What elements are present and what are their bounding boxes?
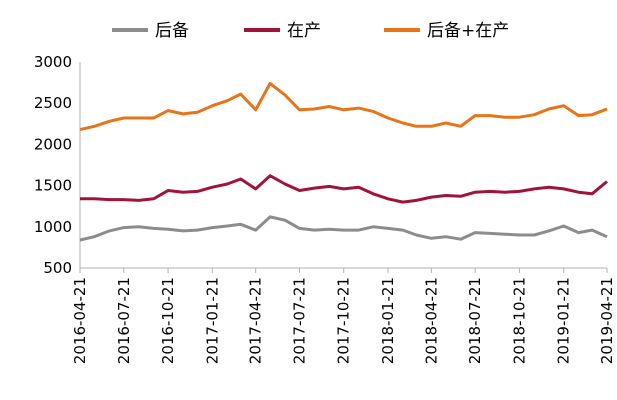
y-tick-label: 3000 (34, 53, 72, 71)
x-tick-label: 2017-07-21 (290, 277, 308, 364)
y-tick-label: 1000 (34, 218, 72, 236)
x-tick-label: 2019-04-21 (598, 277, 616, 364)
x-tick-label: 2016-10-21 (159, 277, 177, 364)
x-tick-label: 2017-01-21 (203, 277, 221, 364)
x-tick-label: 2018-10-21 (510, 277, 528, 364)
series-line-total (79, 81, 608, 132)
legend-item-backup: 后备 (112, 21, 189, 41)
series-lines (79, 81, 608, 242)
x-tick-label: 2018-01-21 (379, 277, 397, 364)
legend-item-active: 在产 (244, 21, 321, 41)
x-tick-label: 2017-10-21 (335, 277, 353, 364)
series-line-active (80, 174, 608, 204)
series-line-backup (79, 215, 608, 242)
legend-label-active: 在产 (287, 21, 321, 41)
y-ticks: 500 1000 1500 2000 2500 3000 (34, 53, 72, 277)
x-tick-label: 2018-04-21 (422, 277, 440, 364)
legend: 后备 在产 后备+在产 (112, 21, 509, 41)
y-tick-label: 2000 (34, 135, 72, 153)
x-ticks: 2016-04-21 2016-07-21 2016-10-21 2017-01-21… (71, 268, 616, 364)
legend-label-backup: 后备 (155, 21, 189, 41)
x-tick-label: 2016-07-21 (115, 277, 133, 364)
y-tick-label: 1500 (34, 177, 72, 195)
legend-item-total: 后备+在产 (384, 21, 509, 41)
x-tick-label: 2018-07-21 (466, 277, 484, 364)
x-tick-label: 2017-04-21 (247, 277, 265, 364)
y-tick-label: 2500 (34, 94, 72, 112)
x-tick-label: 2016-04-21 (71, 277, 89, 364)
legend-label-total: 后备+在产 (427, 21, 509, 41)
x-tick-label: 2019-01-21 (555, 277, 573, 364)
y-tick-label: 500 (43, 259, 72, 277)
